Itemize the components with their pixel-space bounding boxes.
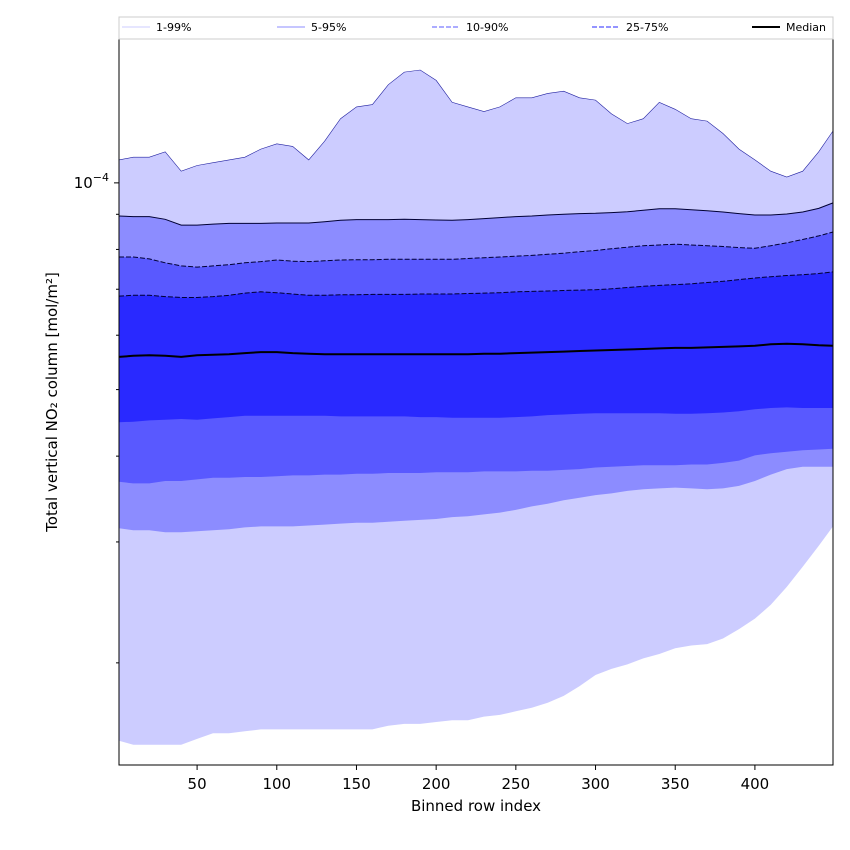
x-tick-label: 150 (342, 775, 371, 793)
legend-label: 1-99% (156, 21, 191, 34)
y-axis-label: Total vertical NO₂ column [mol/m²] (43, 272, 61, 533)
legend-label: 10-90% (466, 21, 508, 34)
median-series (118, 342, 834, 358)
band-upper-edge-5-95pct (118, 202, 834, 226)
x-tick-label: 400 (741, 775, 770, 793)
legend: 1-99% 5-95% 10-90% 25-75% Median (118, 16, 834, 40)
band-upper-edge-1-99pct (118, 69, 834, 178)
x-tick-label: 200 (422, 775, 451, 793)
x-tick-label: 100 (262, 775, 291, 793)
x-tick-label: 50 (188, 775, 207, 793)
band-upper-edge-10-90pct (119, 231, 834, 268)
x-tick-label: 350 (661, 775, 690, 793)
median-line (118, 342, 834, 358)
y-tick-label: 10−4 (74, 171, 109, 192)
x-tick-label: 300 (581, 775, 610, 793)
legend-label: Median (786, 21, 826, 34)
legend-label: 25-75% (626, 21, 668, 34)
legend-box (118, 16, 834, 40)
percentile-bands (118, 69, 834, 745)
y-axis: 10−4 (74, 171, 119, 664)
legend-label: 5-95% (311, 21, 346, 34)
x-axis-label: Binned row index (411, 797, 541, 815)
x-tick-label: 250 (502, 775, 531, 793)
band-upper-edge-25-75pct (118, 271, 834, 298)
x-axis: 50 100 150 200 250 300 350 400 (188, 765, 770, 793)
band-25-75pct (119, 271, 833, 423)
